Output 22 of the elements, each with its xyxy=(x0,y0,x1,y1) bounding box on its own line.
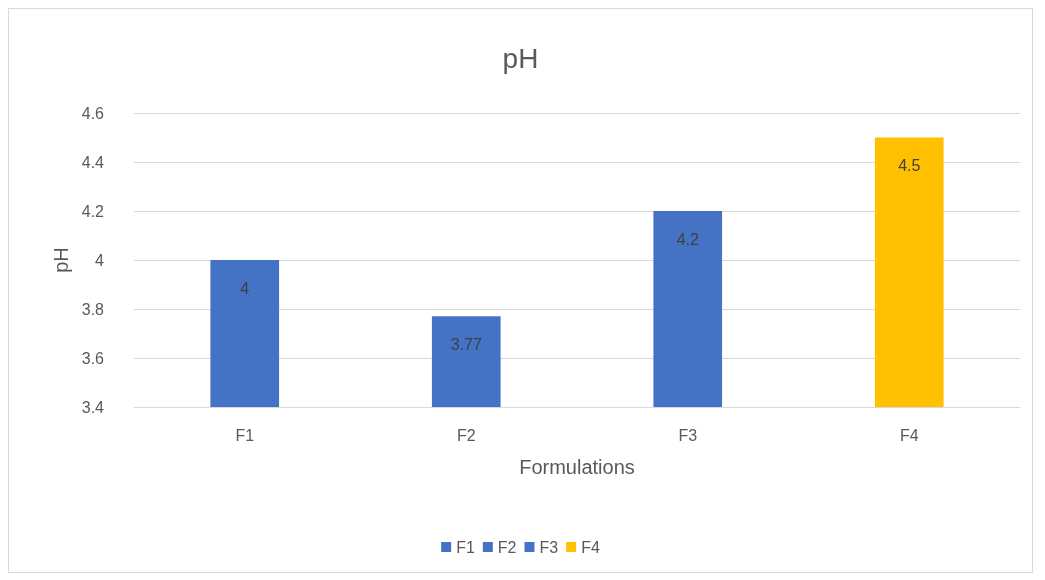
y-tick-label: 3.8 xyxy=(81,300,105,318)
data-label: 3.77 xyxy=(450,335,482,353)
x-tick-label: F2 xyxy=(456,426,476,444)
x-tick-label: F3 xyxy=(678,426,698,444)
data-label: 4.2 xyxy=(676,230,699,248)
legend-label: F2 xyxy=(497,538,517,556)
legend-label: F1 xyxy=(456,538,475,556)
x-tick-label: F4 xyxy=(899,426,919,444)
legend-label: F4 xyxy=(581,538,600,556)
y-tick-label: 3.6 xyxy=(81,349,105,367)
y-axis-title: pH xyxy=(49,247,72,273)
y-tick-label: 4.6 xyxy=(81,104,105,122)
x-tick-label: F1 xyxy=(235,426,255,444)
data-label: 4 xyxy=(240,279,250,297)
y-tick-label: 3.4 xyxy=(81,398,105,416)
x-axis-title: Formulations xyxy=(519,456,635,478)
y-tick-label: 4 xyxy=(95,251,105,269)
data-label: 4.5 xyxy=(898,157,921,174)
y-tick-label: 4.2 xyxy=(81,202,105,220)
y-tick-label: 4.4 xyxy=(81,153,105,171)
chart-title: pH xyxy=(502,42,539,74)
legend-label: F3 xyxy=(539,538,559,556)
